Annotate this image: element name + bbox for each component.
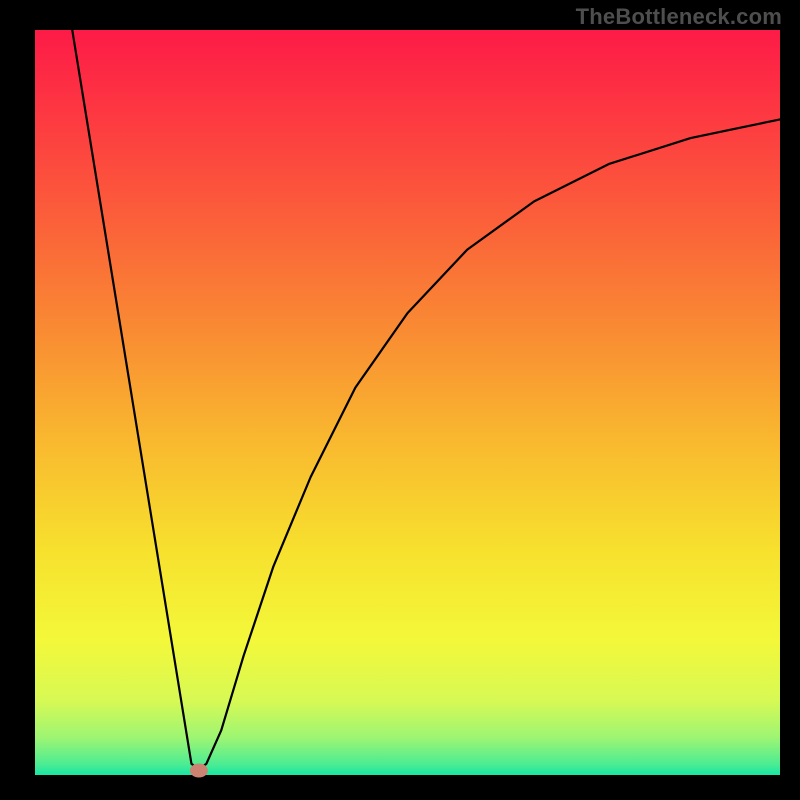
- chart-container: TheBottleneck.com: [0, 0, 800, 800]
- optimal-point-marker: [190, 764, 208, 778]
- watermark-text: TheBottleneck.com: [576, 4, 782, 30]
- plot-area: [35, 30, 780, 775]
- bottleneck-chart: [0, 0, 800, 800]
